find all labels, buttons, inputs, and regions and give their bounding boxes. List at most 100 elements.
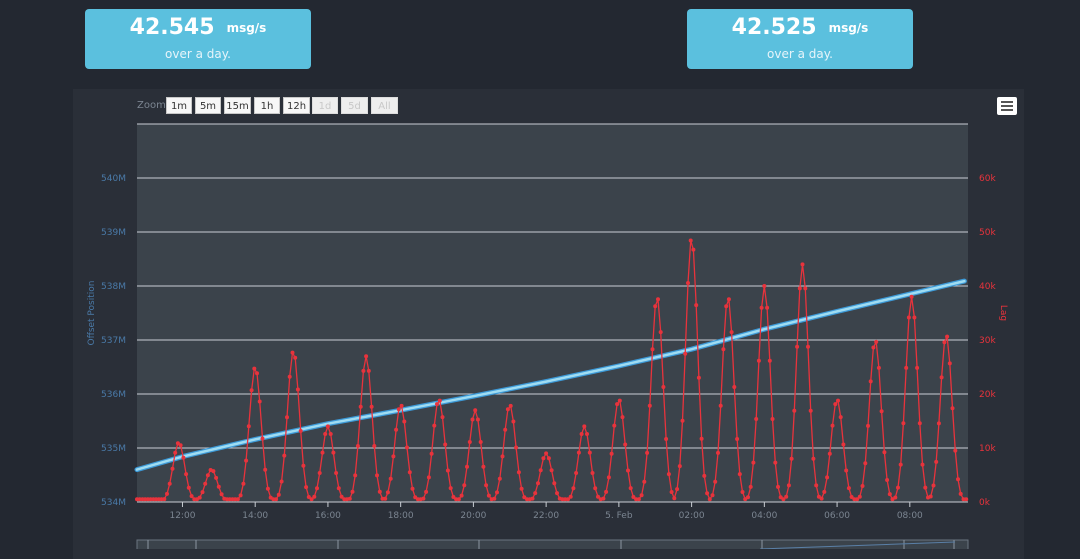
lag-series-point xyxy=(806,344,810,349)
lag-series-point xyxy=(568,494,573,499)
lag-series-point xyxy=(563,497,568,502)
stat-unit: msg/s xyxy=(226,20,267,35)
lag-series-point xyxy=(424,489,429,494)
y-left-tick-label: 540M xyxy=(101,174,126,184)
lag-series-point xyxy=(394,427,399,432)
lag-series-point xyxy=(214,475,219,480)
lag-series-point xyxy=(219,492,224,497)
lag-series-point xyxy=(353,473,358,478)
lag-series-point xyxy=(686,281,690,285)
lag-series-point xyxy=(189,494,194,499)
lag-series-point xyxy=(399,403,404,408)
lag-series-point xyxy=(429,451,434,456)
y-left-tick-label: 536M xyxy=(101,390,126,400)
stat-subtitle: over a day. xyxy=(165,47,231,61)
x-tick-label: 20:00 xyxy=(460,511,486,521)
lag-series-point xyxy=(465,464,469,469)
lag-series-point xyxy=(276,492,281,497)
lag-series-point xyxy=(298,429,303,433)
lag-series-point xyxy=(252,366,257,371)
lag-series-point xyxy=(459,493,464,498)
y-right-tick-label: 10k xyxy=(979,444,996,454)
zoom-button-1m[interactable]: 1m xyxy=(166,97,192,114)
lag-series-point xyxy=(756,358,761,363)
lag-series-point xyxy=(287,374,292,379)
lag-series-point xyxy=(849,495,854,499)
lag-series-point xyxy=(249,388,254,393)
y-left-tick-label: 538M xyxy=(101,282,126,292)
lag-series-point xyxy=(707,497,712,502)
lag-series-point xyxy=(388,476,393,481)
lag-series-point xyxy=(866,423,870,428)
chart-menu-button[interactable] xyxy=(997,97,1017,115)
lag-series-point xyxy=(484,483,489,488)
zoom-label: Zoom xyxy=(137,100,166,111)
lag-series-point xyxy=(688,238,693,243)
lag-series-point xyxy=(505,407,510,412)
stat-unit: msg/s xyxy=(828,20,869,35)
lag-series-point xyxy=(740,490,745,494)
lag-series-point xyxy=(593,486,598,491)
lag-series-point xyxy=(653,304,658,309)
lag-series-point xyxy=(178,443,183,448)
lag-series-point xyxy=(705,491,710,496)
lag-series-point xyxy=(639,493,644,498)
lag-series-point xyxy=(882,450,887,455)
lag-series-point xyxy=(879,409,884,414)
lag-series-point xyxy=(827,451,832,456)
lag-series-point xyxy=(216,484,221,489)
lag-series-point xyxy=(295,387,300,392)
lag-series-point xyxy=(814,483,819,488)
lag-series-point xyxy=(238,493,243,498)
zoom-button-12h[interactable]: 12h xyxy=(283,97,310,114)
lag-series-point xyxy=(315,486,319,491)
lag-series-point xyxy=(765,305,770,310)
lag-series-point xyxy=(953,448,958,453)
lag-series-point xyxy=(257,399,262,404)
lag-series-point xyxy=(945,334,950,339)
lag-series-point xyxy=(885,478,890,482)
stat-value: 42.545 xyxy=(129,15,215,40)
zoom-button-1h[interactable]: 1h xyxy=(254,97,280,114)
lag-series-point xyxy=(786,483,791,488)
lag-series-point xyxy=(167,481,172,486)
lag-series-point xyxy=(320,450,325,455)
lag-series-point xyxy=(426,475,431,480)
lag-series-point xyxy=(950,406,955,411)
lag-series-point xyxy=(421,496,426,501)
lag-series-point xyxy=(290,350,295,355)
lag-series-point xyxy=(604,489,609,494)
lag-series-point xyxy=(762,284,767,288)
lag-series-point xyxy=(838,415,843,420)
lag-series-point xyxy=(729,330,734,335)
lag-series-point xyxy=(767,358,772,363)
lag-series-point xyxy=(511,419,516,424)
lag-series-point xyxy=(306,495,311,499)
x-tick-label: 14:00 xyxy=(242,511,268,521)
lag-series-point xyxy=(691,247,696,252)
lag-series-point xyxy=(402,419,407,424)
lag-series-point xyxy=(615,402,620,407)
lag-series-point xyxy=(857,494,862,499)
lag-series-point xyxy=(811,456,816,461)
lag-series-point xyxy=(375,473,379,478)
lag-series-point xyxy=(724,304,729,309)
lag-series-point xyxy=(241,481,246,486)
lag-series-point xyxy=(822,489,827,494)
lag-series-point xyxy=(173,450,178,455)
lag-series-point xyxy=(735,437,740,441)
lag-series-point xyxy=(626,468,630,473)
lag-series-point xyxy=(590,471,595,475)
y-left-axis-title: Offset Position xyxy=(87,281,97,346)
zoom-button-5m[interactable]: 5m xyxy=(195,97,221,114)
lag-series-point xyxy=(958,491,963,496)
y-left-tick-label: 539M xyxy=(101,228,126,238)
zoom-button-15m[interactable]: 15m xyxy=(224,97,251,114)
lag-series-point xyxy=(846,486,851,491)
lag-series-point xyxy=(748,484,753,489)
lag-series-point xyxy=(876,365,881,370)
stat-card-1: 42.545 msg/s over a day. xyxy=(85,9,311,69)
lag-series-point xyxy=(947,361,952,366)
lag-series-point xyxy=(825,475,830,480)
lag-series-point xyxy=(576,450,581,455)
